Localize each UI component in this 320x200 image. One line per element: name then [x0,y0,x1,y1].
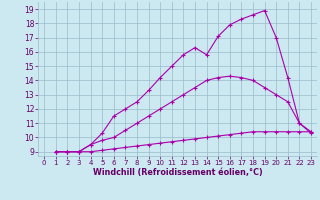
X-axis label: Windchill (Refroidissement éolien,°C): Windchill (Refroidissement éolien,°C) [93,168,262,177]
